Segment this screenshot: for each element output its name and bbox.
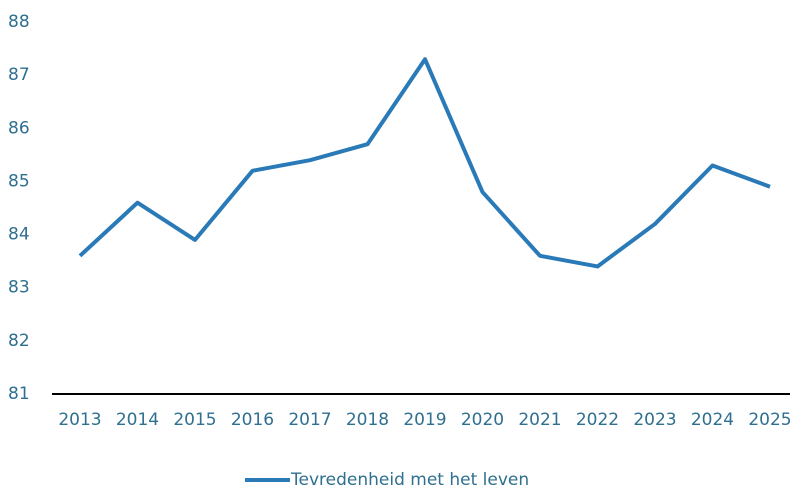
y-tick-label: 86: [8, 118, 30, 138]
y-tick-label: 84: [8, 225, 30, 245]
x-tick-label: 2015: [173, 410, 216, 430]
y-tick-label: 88: [8, 12, 30, 32]
x-tick-label: 2022: [576, 410, 619, 430]
y-tick-label: 82: [8, 331, 30, 351]
x-tick-label: 2025: [748, 410, 791, 430]
line: [78, 57, 771, 269]
legend-label: Tevredenheid met het leven: [290, 470, 529, 486]
x-tick-label: 2024: [691, 410, 734, 430]
x-tick-label: 2017: [288, 410, 331, 430]
x-tick-label: 2021: [518, 410, 561, 430]
x-tick-label: 2018: [346, 410, 389, 430]
y-tick-label: 83: [8, 278, 30, 298]
y-tick-label: 85: [8, 171, 30, 191]
x-tick-label: 2023: [633, 410, 676, 430]
x-tick-label: 2014: [116, 410, 159, 430]
x-tick-label: 2016: [231, 410, 274, 430]
x-tick-label: 2020: [461, 410, 504, 430]
x-tick-label: 2013: [58, 410, 101, 430]
y-tick-label: 81: [8, 384, 30, 404]
y-tick-label: 87: [8, 65, 30, 85]
x-tick-label: 2019: [403, 410, 446, 430]
